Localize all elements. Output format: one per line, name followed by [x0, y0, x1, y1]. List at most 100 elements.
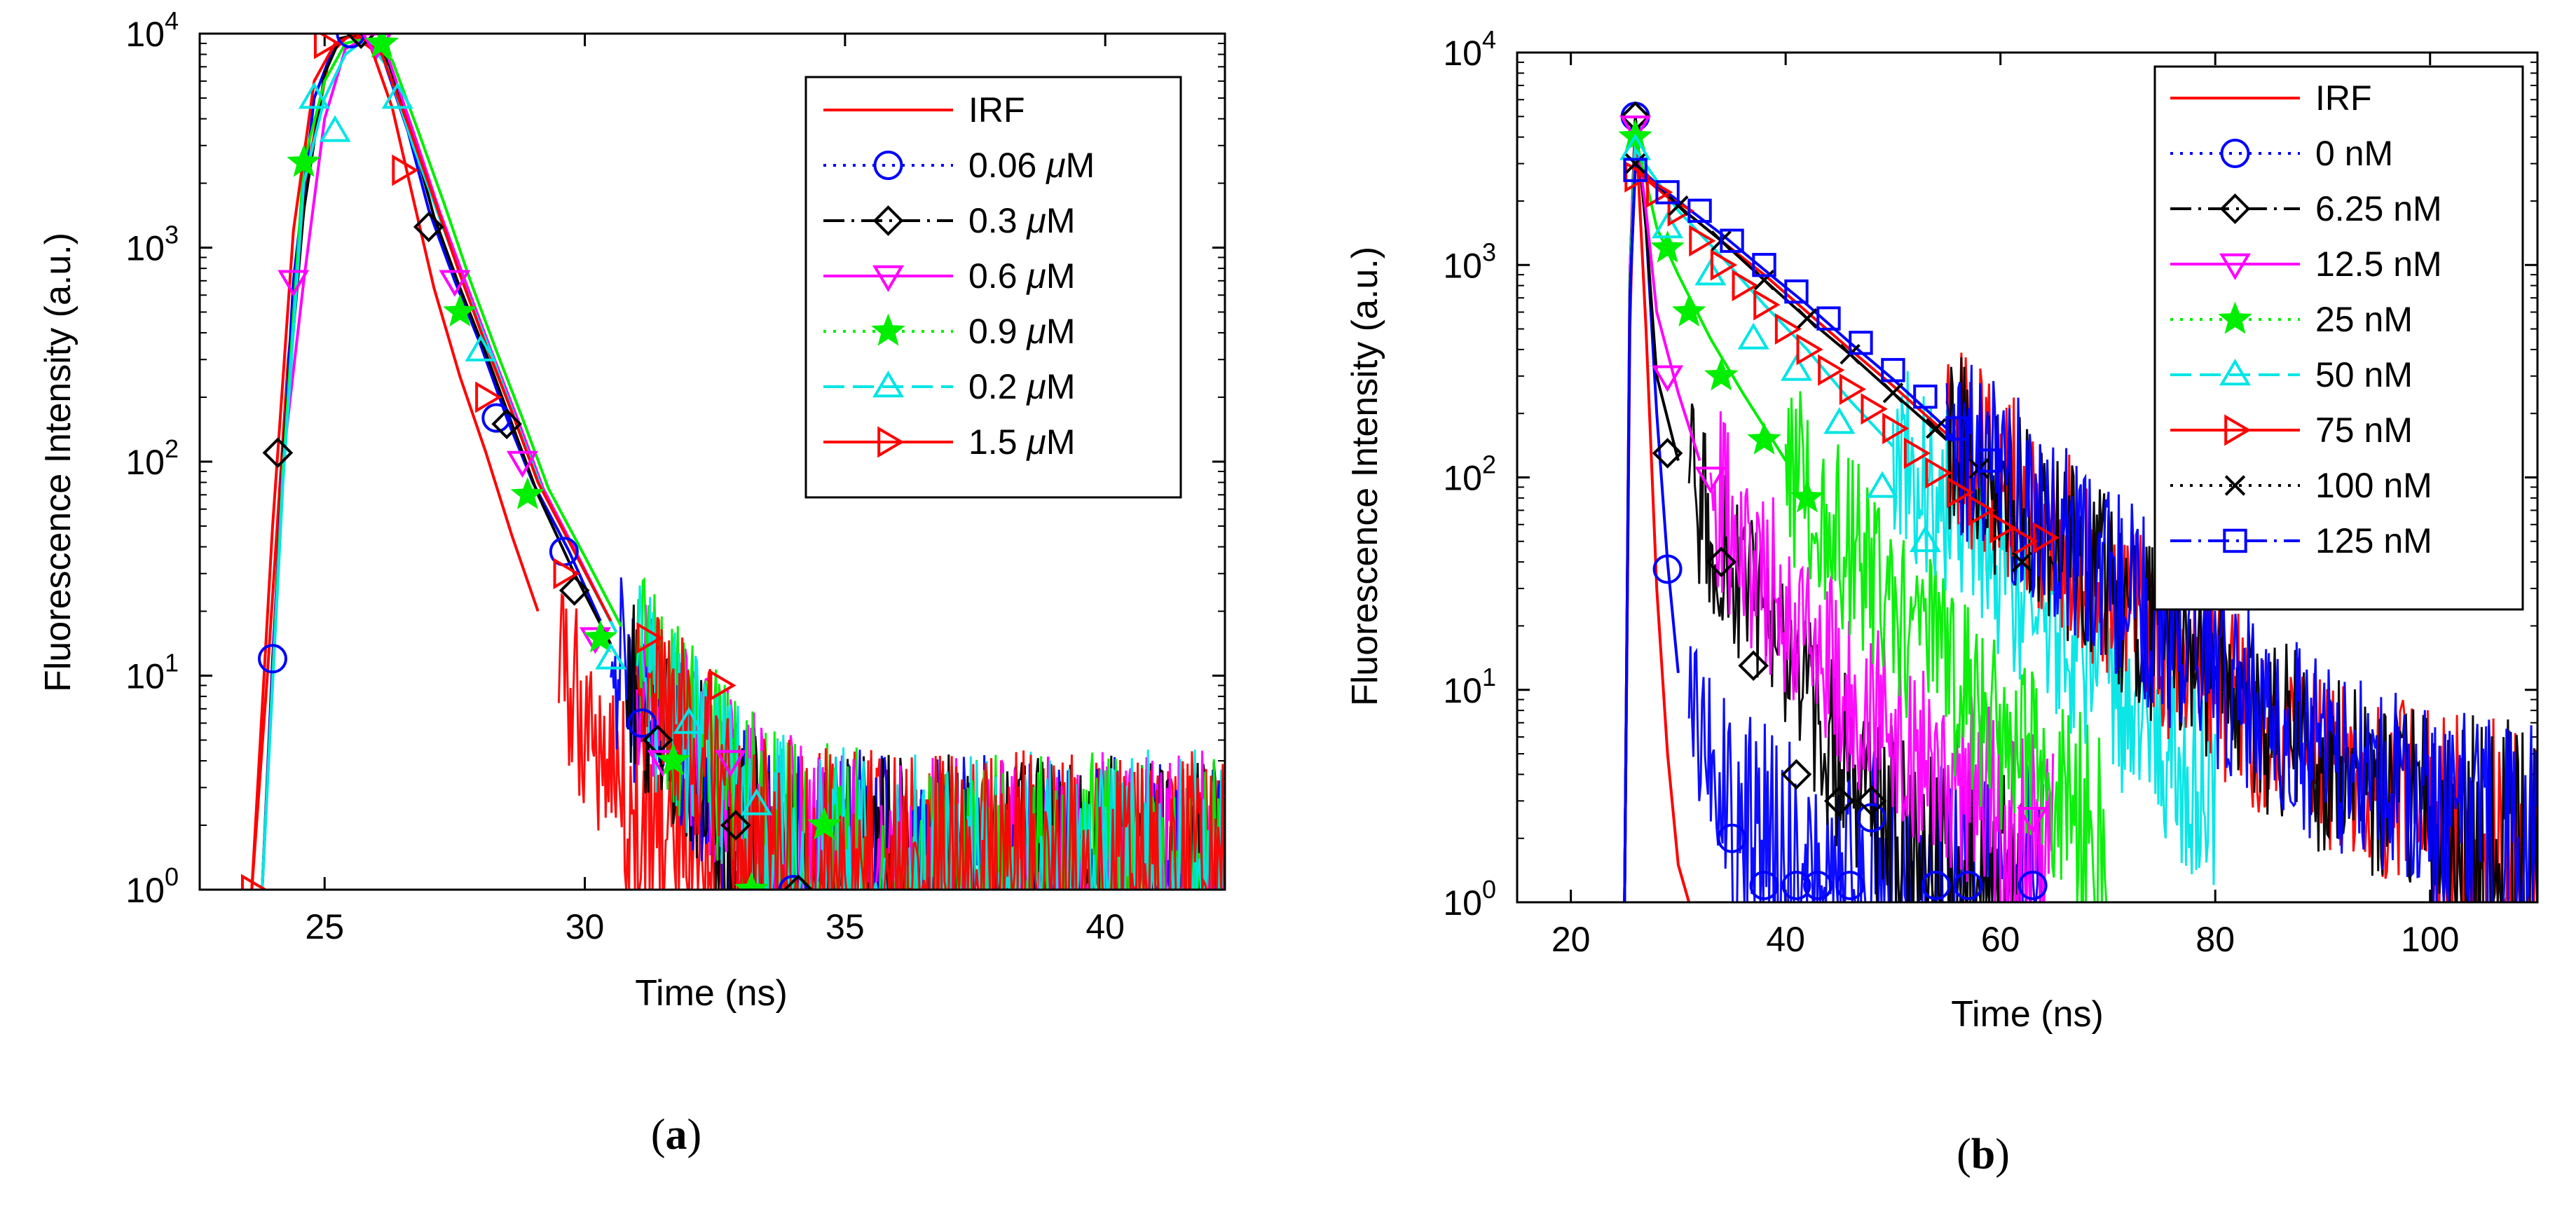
legend-label: 25 nM	[2315, 300, 2413, 339]
data-point-marker	[413, 212, 444, 242]
data-point-marker	[2017, 807, 2049, 834]
legend-label-unit: μ	[1025, 256, 1046, 296]
data-point-marker	[1671, 294, 1706, 327]
data-point-marker	[475, 381, 502, 413]
data-point-marker	[1655, 180, 1680, 205]
legend-label-unit-tail: M	[1066, 146, 1095, 185]
y-tick-exp: 0	[1482, 875, 1496, 904]
legend-label-unit: μ	[1045, 146, 1065, 185]
data-point-marker	[1652, 438, 1683, 469]
data-point-marker	[636, 622, 664, 654]
data-point-marker	[1737, 322, 1769, 350]
legend-marker	[872, 205, 904, 236]
legend-marker	[872, 371, 904, 398]
data-point-marker	[1689, 225, 1716, 257]
plot-frame-b	[1516, 51, 2539, 904]
legend-box-b	[2153, 65, 2524, 611]
data-point-marker	[734, 871, 769, 890]
y-tick-label: 102	[1443, 450, 1496, 498]
data-point-marker	[656, 743, 691, 775]
data-point-marker	[2032, 522, 2060, 554]
legend-marker	[2218, 301, 2252, 334]
data-point-marker	[1881, 358, 1905, 382]
legend-label-unit: μ	[1025, 312, 1046, 351]
data-point-marker	[1816, 306, 1841, 331]
y-tick-exp: 2	[1482, 450, 1496, 479]
data-point-marker	[1732, 270, 1759, 302]
panel-label-a-letter: a	[666, 1111, 687, 1159]
data-point-marker	[1823, 785, 1855, 817]
legend-label: 12.5 nM	[2315, 244, 2442, 284]
data-point-marker	[1968, 494, 1995, 526]
data-point-marker	[1978, 448, 2002, 473]
y-tick-exp: 1	[1482, 663, 1496, 691]
data-point-marker	[2011, 525, 2039, 558]
x-tick-label: 40	[1085, 907, 1125, 946]
data-point-marker	[2017, 870, 2048, 900]
y-tick-base: 10	[1443, 883, 1482, 923]
data-point-marker	[709, 669, 737, 701]
legend-marker	[2219, 193, 2251, 224]
data-point-marker	[807, 807, 842, 840]
x-axis-label-b: Time (ns)	[1951, 994, 2104, 1035]
y-tick-exp: 4	[165, 6, 179, 35]
y-tick-label: 103	[125, 221, 179, 268]
data-point-marker	[481, 403, 512, 433]
y-tick-exp: 4	[1482, 25, 1496, 54]
data-point-marker	[336, 34, 366, 48]
data-point-marker	[287, 144, 321, 177]
data-point-marker	[1803, 870, 1833, 900]
data-point-marker	[1650, 230, 1685, 263]
data-point-marker	[1818, 354, 1845, 386]
data-point-marker	[1882, 382, 1904, 404]
legend-label: 0 nM	[2315, 134, 2393, 173]
data-point-marker	[262, 437, 294, 469]
data-point-marker	[381, 82, 413, 109]
legend-marker	[2219, 253, 2251, 280]
legend-label: 0.9 μM	[968, 312, 1075, 351]
data-point-marker	[1623, 158, 1647, 182]
data-point-marker	[1839, 373, 1867, 406]
y-axis-label-b: Fluorescence Intensity (a.u.)	[1345, 247, 1385, 706]
y-tick-base: 10	[1443, 246, 1482, 285]
series-line	[261, 36, 617, 890]
y-tick-base: 10	[125, 443, 165, 482]
data-point-marker	[1921, 870, 1951, 900]
y-tick-exp: 3	[1482, 237, 1496, 266]
legend-label-number: 0.6	[968, 256, 1027, 296]
data-point-marker	[1913, 385, 1938, 409]
data-point-marker	[1704, 358, 1739, 391]
legend-label: 0.6 μM	[968, 256, 1075, 296]
y-tick-base: 10	[125, 15, 165, 54]
plot-area-a	[240, 34, 1225, 890]
data-point-marker	[1652, 211, 1684, 239]
data-point-marker	[278, 270, 310, 297]
data-point-marker	[1945, 416, 1970, 441]
data-point-marker	[1720, 228, 1744, 253]
data-point-marker	[319, 115, 351, 142]
y-tick-exp: 3	[165, 221, 179, 249]
y-tick-exp: 0	[165, 862, 179, 891]
x-tick-label: 30	[566, 907, 605, 946]
legend-marker	[2224, 414, 2252, 446]
data-point-marker	[1753, 269, 1775, 291]
data-point-marker	[1796, 333, 1823, 366]
data-point-marker	[642, 724, 673, 756]
legend-b: IRF 0 nM 6.25 nM 12.5 nM 25 nM 50 nM 75 nM 100 …	[2153, 65, 2524, 611]
data-point-marker	[1790, 480, 1825, 513]
data-point-marker	[1989, 511, 2017, 544]
data-point-marker	[559, 575, 590, 606]
data-point-marker	[627, 708, 657, 738]
data-point-marker	[2011, 551, 2033, 572]
legend-label-unit-tail: M	[1046, 201, 1076, 240]
y-tick-base: 10	[1443, 459, 1482, 498]
legend-label-number: 1.5	[968, 422, 1027, 462]
legend-label-number: 0.2	[968, 367, 1027, 406]
data-point-marker	[298, 82, 330, 109]
legend-marker	[872, 265, 904, 292]
data-point-marker	[1747, 422, 1781, 455]
